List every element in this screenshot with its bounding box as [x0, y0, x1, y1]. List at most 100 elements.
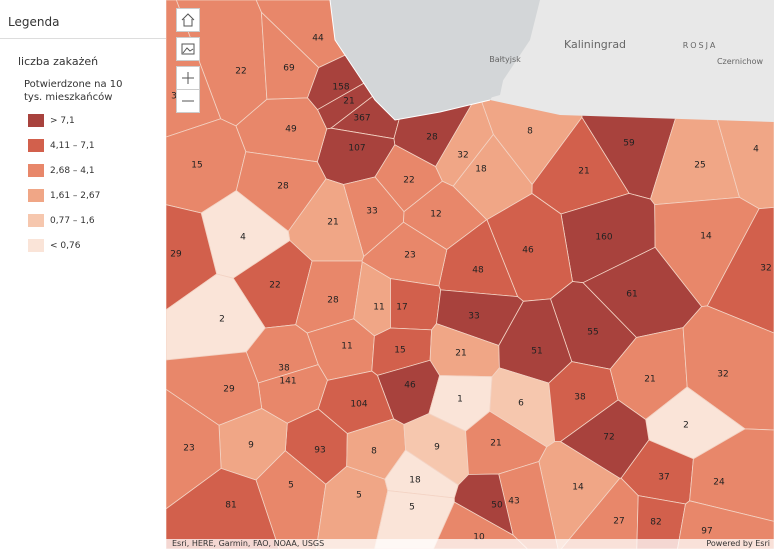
- county-label: 38: [574, 393, 586, 403]
- county-label: 22: [235, 67, 246, 77]
- home-button[interactable]: [176, 8, 200, 32]
- county-label: 27: [613, 517, 624, 527]
- county-label: 25: [694, 161, 705, 171]
- legend-item: 4,11 – 7,1: [28, 133, 166, 158]
- county-label: 158: [332, 83, 349, 93]
- attribution: Esri, HERE, Garmin, FAO, NOAA, USGS: [172, 539, 325, 548]
- county-label: 8: [371, 447, 377, 457]
- zoom-out[interactable]: [176, 89, 200, 113]
- county-label: 4: [240, 233, 246, 243]
- county-label: 22: [269, 281, 280, 291]
- county-label: 1: [457, 395, 463, 405]
- legend-label: 4,11 – 7,1: [50, 140, 95, 151]
- county-label: 44: [312, 34, 324, 44]
- place-label: Bałtyjsk: [489, 55, 521, 64]
- county-label: 21: [490, 439, 501, 449]
- attribution-bar: Esri, HERE, Garmin, FAO, NOAA, USGS Powe…: [166, 539, 774, 549]
- county-label: 18: [409, 476, 421, 486]
- legend-swatch: [28, 239, 44, 252]
- county-label: 2: [683, 421, 689, 431]
- county-label: 18: [475, 165, 487, 175]
- county-label: 59: [623, 139, 635, 149]
- place-label: Kaliningrad: [564, 38, 626, 51]
- legend-panel: Legenda liczba zakażeń Potwierdzone na 1…: [0, 0, 166, 549]
- county-label: 81: [225, 501, 236, 511]
- county-label: 9: [434, 443, 440, 453]
- county-label: 11: [373, 303, 384, 313]
- county-label: 22: [403, 176, 414, 186]
- coast: [329, 0, 491, 121]
- county: [166, 467, 280, 549]
- county-label: 5: [409, 503, 415, 513]
- county-label: 32: [717, 370, 728, 380]
- county-label: 107: [348, 144, 365, 154]
- county-label: 104: [350, 400, 367, 410]
- legend-title: Legenda: [0, 0, 166, 39]
- county-label: 72: [603, 433, 614, 443]
- county-label: 29: [170, 250, 182, 260]
- county-label: 5: [356, 491, 362, 501]
- county-label: 4: [753, 145, 759, 155]
- county-label: 6: [518, 399, 524, 409]
- county: [677, 500, 774, 549]
- county-label: 32: [457, 151, 468, 161]
- county-label: 8: [527, 127, 533, 137]
- county-label: 48: [472, 266, 484, 276]
- county-label: 55: [587, 328, 598, 338]
- basemap-button[interactable]: [176, 37, 200, 61]
- county-label: 21: [327, 218, 338, 228]
- sea: [330, 0, 540, 120]
- county-label: 3: [171, 92, 177, 102]
- legend-field: Potwierdzone na 10 tys. mieszkańców: [24, 79, 123, 103]
- place-label: ROSJA: [683, 41, 718, 50]
- county: [689, 428, 774, 522]
- county-label: 367: [353, 114, 370, 124]
- county-label: 43: [508, 497, 519, 507]
- county-label: 21: [578, 167, 589, 177]
- legend-swatch: [28, 164, 44, 177]
- county-label: 9: [248, 441, 254, 451]
- county-label: 11: [341, 342, 352, 352]
- county-label: 50: [491, 501, 503, 511]
- county-label: 141: [279, 377, 296, 387]
- county-label: 33: [468, 312, 479, 322]
- legend-label: 0,77 – 1,6: [50, 215, 95, 226]
- legend-swatch: [28, 189, 44, 202]
- county-label: 46: [522, 246, 534, 256]
- county-label: 23: [183, 444, 194, 454]
- place-label: Czernichow: [717, 57, 764, 66]
- county-label: 37: [658, 473, 669, 483]
- county-label: 46: [404, 381, 416, 391]
- county-label: 93: [314, 446, 325, 456]
- legend-item: > 7,1: [28, 108, 166, 133]
- legend-swatch: [28, 114, 44, 127]
- legend-layer: liczba zakażeń: [18, 55, 99, 68]
- county-label: 5: [288, 481, 294, 491]
- county-label: 21: [343, 97, 354, 107]
- legend-swatch: [28, 214, 44, 227]
- county-label: 14: [572, 483, 584, 493]
- county-label: 28: [426, 133, 438, 143]
- county-label: 49: [285, 125, 297, 135]
- county-label: 33: [366, 207, 377, 217]
- county-label: 17: [396, 303, 407, 313]
- legend-item: < 0,76: [28, 233, 166, 258]
- county-label: 29: [223, 385, 235, 395]
- county-label: 97: [701, 527, 712, 537]
- county-label: 23: [404, 251, 415, 261]
- county-label: 69: [283, 64, 295, 74]
- county-label: 51: [531, 347, 542, 357]
- county-label: 10: [473, 533, 485, 543]
- county-label: 15: [191, 161, 202, 171]
- legend-item: 2,68 – 4,1: [28, 158, 166, 183]
- legend-label: 1,61 – 2,67: [50, 190, 101, 201]
- county-label: 15: [394, 346, 405, 356]
- zoom-in[interactable]: [176, 66, 200, 90]
- legend-label: > 7,1: [50, 115, 75, 126]
- county-label: 61: [626, 290, 637, 300]
- powered-by[interactable]: Powered by Esri: [706, 539, 770, 548]
- county-label: 21: [455, 349, 466, 359]
- legend-item: 1,61 – 2,67: [28, 183, 166, 208]
